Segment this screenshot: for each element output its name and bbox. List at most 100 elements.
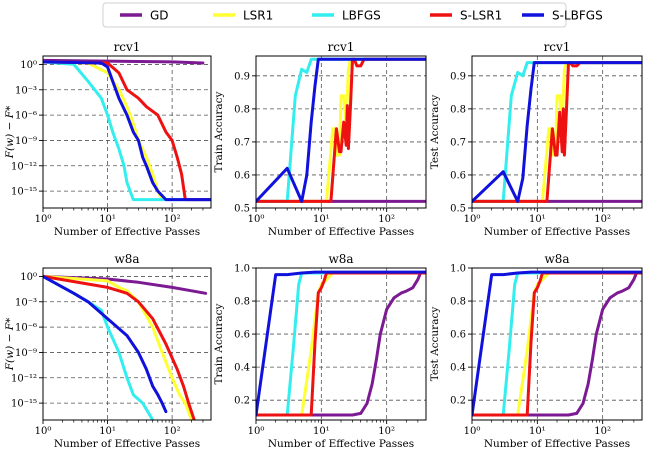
y-axis-label: Test Accuracy bbox=[429, 95, 441, 170]
y-tick-label: 0.9 bbox=[450, 71, 466, 82]
y-tick-label: 0.6 bbox=[450, 330, 466, 341]
y-tick-label: 0.6 bbox=[234, 330, 250, 341]
y-tick-label: 0.5 bbox=[450, 204, 466, 215]
y-tick-label: 0.9 bbox=[234, 71, 250, 82]
x-tick-label: 10¹ bbox=[529, 214, 546, 225]
series-line-gd bbox=[43, 58, 205, 65]
series-line-s-lsr1 bbox=[256, 271, 426, 417]
series-group bbox=[43, 58, 211, 202]
y-tick-label: 10⁻¹⁵ bbox=[11, 187, 37, 198]
x-tick-label: 10¹ bbox=[313, 214, 330, 225]
x-tick-label: 10¹ bbox=[313, 426, 330, 437]
series-line-s-lbfgs bbox=[43, 274, 168, 414]
x-tick-label: 10² bbox=[378, 426, 395, 437]
plot-frame bbox=[42, 55, 212, 209]
y-tick-label: 10⁰ bbox=[20, 272, 37, 283]
series-line-gd bbox=[472, 271, 642, 417]
chart-title: rcv1 bbox=[544, 40, 571, 54]
y-tick-label: 10⁻⁶ bbox=[15, 111, 37, 122]
plot-frame bbox=[471, 55, 643, 209]
y-tick-label: 10⁻¹² bbox=[11, 161, 37, 172]
x-tick-label: 10⁰ bbox=[464, 214, 481, 225]
y-tick-label: 1.0 bbox=[234, 264, 250, 275]
gridlines bbox=[256, 268, 426, 420]
x-tick-label: 10² bbox=[594, 214, 611, 225]
series-line-lbfgs bbox=[472, 61, 642, 203]
chart-title: rcv1 bbox=[328, 40, 355, 54]
plot-frame bbox=[471, 267, 643, 421]
x-tick-label: 10¹ bbox=[99, 426, 116, 437]
legend-frame bbox=[102, 2, 567, 28]
plot-frame bbox=[42, 267, 212, 421]
legend-label-s-lsr1: S-LSR1 bbox=[460, 9, 502, 23]
x-tick-label: 10¹ bbox=[99, 214, 116, 225]
x-axis-label: Number of Effective Passes bbox=[484, 226, 630, 238]
chart-title: w8a bbox=[544, 252, 569, 266]
axis-ticks bbox=[252, 267, 419, 424]
x-axis-label: Number of Effective Passes bbox=[54, 438, 200, 450]
x-tick-label: 10¹ bbox=[529, 426, 546, 437]
legend-label-lsr1: LSR1 bbox=[243, 9, 273, 23]
chart-title: w8a bbox=[328, 252, 353, 266]
y-tick-label: 10⁻⁶ bbox=[15, 323, 37, 334]
legend-label-gd: GD bbox=[150, 9, 169, 23]
y-tick-label: 0.5 bbox=[234, 204, 250, 215]
series-group bbox=[256, 57, 426, 203]
x-tick-label: 10² bbox=[164, 214, 181, 225]
legend: GD LSR1 LBFGS S-LSR1 S-LBFGS bbox=[102, 2, 603, 28]
x-axis-label: Number of Effective Passes bbox=[54, 226, 200, 238]
chart-title: w8a bbox=[114, 252, 139, 266]
y-axis-label: Train Accuracy bbox=[213, 91, 225, 172]
x-tick-label: 10² bbox=[594, 426, 611, 437]
y-tick-label: 0.8 bbox=[450, 297, 466, 308]
y-tick-label: 10⁻¹² bbox=[11, 373, 37, 384]
series-group bbox=[472, 61, 642, 203]
series-line-lbfgs bbox=[43, 60, 211, 202]
y-tick-label: 0.8 bbox=[234, 104, 250, 115]
legend-label-lbfgs: LBFGS bbox=[342, 9, 381, 23]
y-tick-label: 10⁻³ bbox=[15, 297, 37, 308]
x-tick-label: 10⁰ bbox=[248, 214, 265, 225]
y-axis-label: F(w) − F* bbox=[4, 105, 16, 159]
chart-title: rcv1 bbox=[114, 40, 141, 54]
gridlines bbox=[472, 268, 642, 420]
x-tick-label: 10⁰ bbox=[35, 214, 52, 225]
y-tick-label: 0.8 bbox=[450, 104, 466, 115]
x-tick-label: 10² bbox=[164, 426, 181, 437]
chart-panel-6: 10⁰ 10¹ 10² 0.2 0.4 0.6 0.8 1.0 w8a Number of Eff… bbox=[429, 252, 643, 450]
chart-panels: 10⁰ 10¹ 10² 10⁰ 10⁻³ 10⁻⁶ 10⁻⁹ 10⁻¹² 10⁻¹⁵ rcv1 Nu… bbox=[4, 40, 643, 450]
series-line-s-lsr1 bbox=[256, 57, 426, 203]
series-line-lsr1 bbox=[43, 274, 194, 420]
y-tick-label: 1.0 bbox=[450, 264, 466, 275]
y-tick-label: 0.4 bbox=[450, 363, 466, 374]
series-group bbox=[256, 270, 426, 417]
y-axis-label: Test Accuracy bbox=[429, 307, 441, 382]
y-tick-label: 10⁻³ bbox=[15, 85, 37, 96]
y-tick-label: 10⁻⁹ bbox=[15, 136, 37, 147]
series-line-lsr1 bbox=[43, 60, 164, 202]
axis-ticks bbox=[252, 75, 419, 212]
series-line-s-lsr1 bbox=[472, 271, 642, 417]
x-axis-label: Number of Effective Passes bbox=[484, 438, 630, 450]
axis-ticks bbox=[39, 275, 204, 424]
chart-panel-3: 10⁰ 10¹ 10² 0.5 0.6 0.7 0.8 0.9 rcv1 Number of Ef… bbox=[429, 40, 643, 238]
y-tick-label: 10⁻¹⁵ bbox=[11, 399, 37, 410]
chart-panel-5: 10⁰ 10¹ 10² 0.2 0.4 0.6 0.8 1.0 w8a Number of Eff… bbox=[213, 252, 427, 450]
y-tick-label: 0.2 bbox=[234, 396, 250, 407]
series-line-s-lbfgs bbox=[43, 60, 211, 202]
series-line-s-lbfgs bbox=[472, 61, 642, 203]
x-axis-label: Number of Effective Passes bbox=[268, 226, 414, 238]
series-line-lsr1 bbox=[256, 57, 426, 203]
y-tick-label: 10⁻⁹ bbox=[15, 348, 37, 359]
x-tick-label: 10² bbox=[378, 214, 395, 225]
y-tick-label: 0.7 bbox=[234, 137, 250, 148]
series-line-gd bbox=[43, 274, 208, 295]
x-tick-label: 10⁰ bbox=[464, 426, 481, 437]
chart-panel-4: 10⁰ 10¹ 10² 10⁰ 10⁻³ 10⁻⁶ 10⁻⁹ 10⁻¹² 10⁻¹⁵ w8a Num… bbox=[4, 252, 212, 450]
series-line-s-lbfgs bbox=[256, 270, 426, 417]
series-line-s-lsr1 bbox=[43, 60, 211, 202]
y-tick-label: 0.2 bbox=[450, 396, 466, 407]
y-axis-label: F(w) − F* bbox=[4, 317, 16, 371]
y-axis-label: Train Accuracy bbox=[213, 303, 225, 384]
